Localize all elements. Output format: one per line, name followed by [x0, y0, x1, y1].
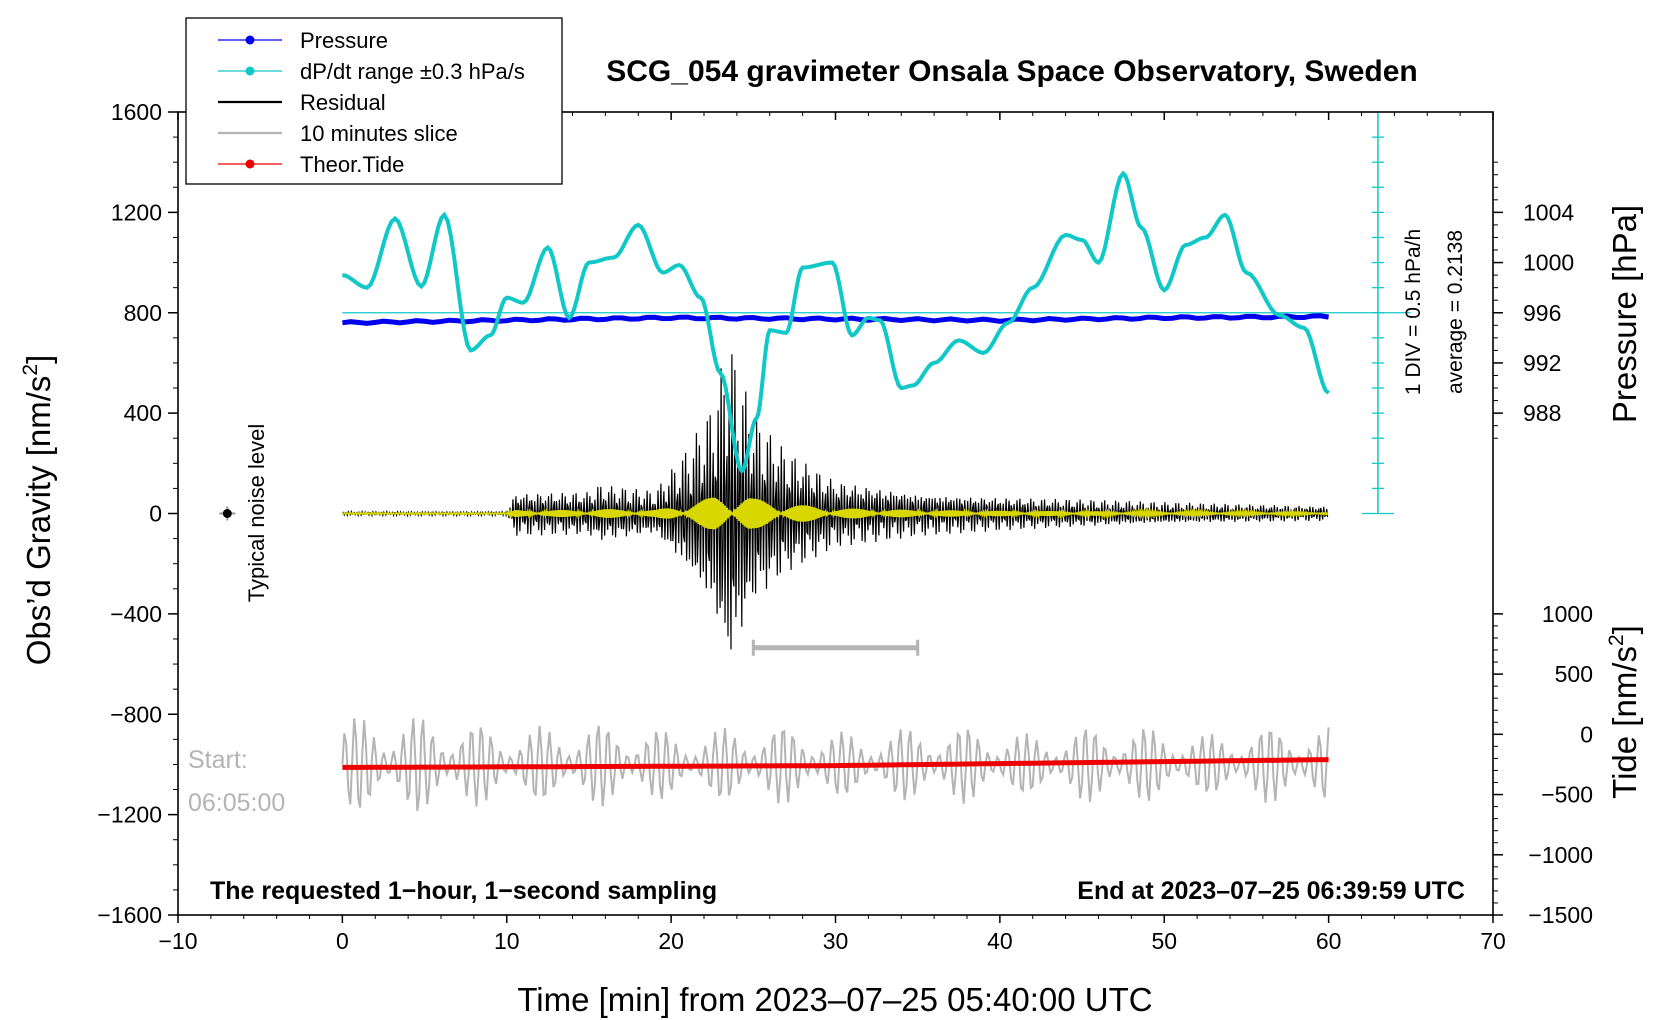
y-tick-label: −1200: [97, 802, 162, 828]
y-tick-label: 0: [149, 501, 162, 527]
legend-marker: [245, 35, 255, 45]
dpdt-scale-label: 1 DIV = 0.5 hPa/h: [1402, 229, 1425, 395]
y-axis-label-left: Obs’d Gravity [nm/s2]: [19, 355, 57, 666]
y-tick-label: 1600: [111, 99, 162, 125]
pressure-axis-label: Pressure [hPa]: [1606, 205, 1643, 423]
tide-tick-label: 0: [1580, 721, 1593, 747]
pressure-tick-label: 996: [1523, 300, 1561, 326]
start-time-label: 06:05:00: [188, 789, 285, 817]
tide-tick-label: 500: [1555, 661, 1593, 687]
x-tick-label: 10: [494, 928, 520, 954]
pressure-tick-label: 1000: [1523, 250, 1574, 276]
legend-marker: [245, 159, 255, 169]
tide-axis-label: Tide [nm/s2]: [1605, 625, 1643, 799]
legend-label: 10 minutes slice: [300, 121, 458, 146]
pressure-line: [342, 313, 1329, 326]
end-time-note: End at 2023–07–25 06:39:59 UTC: [1077, 877, 1465, 905]
x-axis-label: Time [min] from 2023–07–25 05:40:00 UTC: [517, 981, 1152, 1018]
x-tick-label: 70: [1480, 928, 1506, 954]
y-axis-ticks: 1600 1200 800 400 0 −400 −800 −1200 −1600: [97, 99, 178, 928]
theoretical-tide-line: [342, 757, 1329, 770]
tide-axis-ticks: 1000 500 0 −500 −1000 −1500: [1493, 601, 1593, 928]
legend-label: Residual: [300, 90, 386, 115]
legend-label: Theor.Tide: [300, 152, 404, 177]
y-tick-label: −1600: [97, 902, 162, 928]
x-tick-label: 60: [1316, 928, 1342, 954]
dpdt-average-label: average = 0.2138: [1444, 230, 1467, 394]
noise-level-marker: [219, 506, 236, 521]
slice-range-bar: [751, 639, 920, 656]
filtered-residual-line: [342, 497, 1329, 530]
x-axis-ticks: −10 0 10 20 30 40 50 60 70: [158, 112, 1506, 954]
chart-title: SCG_054 gravimeter Onsala Space Observat…: [606, 55, 1418, 88]
x-tick-label: 30: [823, 928, 849, 954]
y-tick-label: 1200: [111, 199, 162, 225]
pressure-tick-label: 992: [1523, 350, 1561, 376]
legend-label: Pressure: [300, 28, 388, 53]
ten-minute-slice-line: [341, 718, 1330, 812]
y-tick-label: −800: [110, 701, 162, 727]
x-tick-label: 20: [658, 928, 684, 954]
noise-level-label: Typical noise level: [244, 424, 269, 603]
y-tick-label: −400: [110, 601, 162, 627]
start-label: Start:: [188, 746, 248, 774]
x-tick-label: 40: [987, 928, 1013, 954]
y-tick-label: 400: [124, 400, 162, 426]
legend: Pressure dP/dt range ±0.3 hPa/s Residual 10…: [185, 17, 563, 185]
legend-marker: [245, 66, 255, 76]
tide-tick-label: −500: [1541, 782, 1593, 808]
y-tick-label: 800: [124, 300, 162, 326]
pressure-tick-label: 1004: [1523, 199, 1574, 225]
x-tick-label: 0: [336, 928, 349, 954]
x-tick-label: 50: [1151, 928, 1177, 954]
dpdt-scale-bar: [1361, 113, 1394, 515]
tide-tick-label: −1000: [1528, 842, 1593, 868]
sampling-note: The requested 1−hour, 1−second sampling: [210, 877, 717, 905]
dpdt-line: [342, 170, 1330, 475]
pressure-axis-ticks: 1004 1000 996 992 988: [1493, 161, 1574, 439]
x-tick-label: −10: [158, 928, 197, 954]
tide-tick-label: 1000: [1542, 601, 1593, 627]
tide-tick-label: −1500: [1528, 902, 1593, 928]
residual-line: [341, 354, 1329, 650]
pressure-tick-label: 988: [1523, 400, 1561, 426]
legend-label: dP/dt range ±0.3 hPa/s: [300, 59, 525, 84]
noise-dot: [222, 509, 232, 518]
